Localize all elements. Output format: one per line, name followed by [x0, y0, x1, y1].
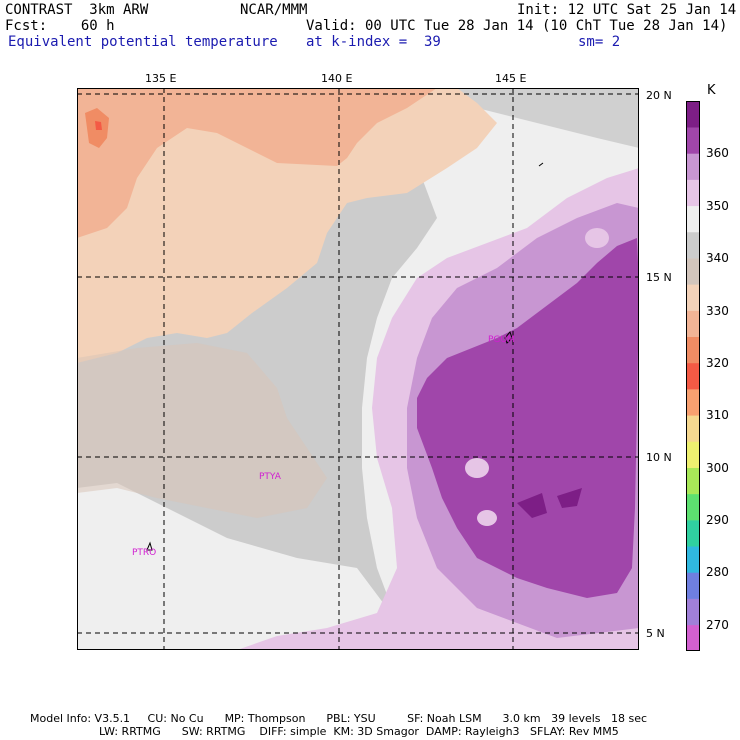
field-345-warm: [77, 88, 497, 363]
field-345-center: [77, 343, 327, 518]
valid-time: Valid: 00 UTC Tue 28 Jan 14 (10 ChT Tue …: [306, 18, 728, 34]
colorbar-swatch: [686, 389, 700, 416]
colorbar-swatch: [686, 336, 700, 364]
field-hole-1: [465, 458, 489, 478]
lon-label-140: 140 E: [321, 72, 353, 85]
colorbar-label: 270: [706, 617, 729, 632]
colorbar-swatch: [686, 467, 700, 495]
lat-label-15: 15 N: [646, 271, 672, 284]
init-time: Init: 12 UTC Sat 25 Jan 14: [517, 2, 737, 18]
colorbar-label: 340: [706, 251, 729, 266]
colorbar-swatch: [686, 101, 700, 128]
institution-label: NCAR/MMM: [240, 2, 308, 18]
station-ptya: PTYA: [259, 472, 282, 482]
lat-label-10: 10 N: [646, 451, 672, 464]
colorbar-swatch: [686, 415, 700, 442]
forecast-hour: Fcst: 60 h: [5, 18, 115, 34]
colorbar-label: 300: [706, 460, 729, 475]
colorbar-label: 310: [706, 408, 729, 423]
map-panel: PGUM PTYA PTRO: [77, 88, 639, 650]
lat-label-5: 5 N: [646, 627, 665, 640]
colorbar-swatch: [686, 310, 700, 338]
level-label: at k-index = 39: [306, 34, 441, 50]
lon-label-145: 145 E: [495, 72, 527, 85]
colorbar-unit: K: [707, 83, 716, 98]
smoothing-label: sm= 2: [578, 34, 621, 50]
colorbar-swatch: [686, 493, 700, 521]
colorbar-label: 280: [706, 565, 729, 580]
graticule: [77, 88, 639, 650]
field-330-red: [95, 121, 102, 130]
colorbar-swatch: [686, 127, 700, 154]
field-375-darkest: [517, 488, 582, 518]
field-340-peach: [77, 88, 437, 238]
model-info-line1: Model Info: V3.5.1 CU: No Cu MP: Thompso…: [30, 712, 648, 725]
colorbar-swatch: [686, 179, 700, 207]
field-350-upper-right: [457, 88, 639, 148]
colorbar-swatch: [686, 441, 700, 468]
colorbar-label: 320: [706, 355, 729, 370]
station-ptro: PTRO: [132, 548, 156, 558]
colorbar-label: 360: [706, 146, 729, 161]
colorbar-swatch: [686, 362, 700, 390]
colorbar-swatch: [686, 572, 700, 599]
field-370-deep-purple: [417, 238, 639, 598]
colorbar-swatch: [686, 546, 700, 573]
lat-label-20: 20 N: [646, 89, 672, 102]
model-info-line2: LW: RRTMG SW: RRTMG DIFF: simple KM: 3D …: [99, 725, 619, 738]
colorbar-swatch: [686, 520, 700, 547]
north-island: [538, 162, 544, 167]
field-name: Equivalent potential temperature: [8, 34, 278, 50]
colorbar-swatch: [686, 284, 700, 311]
island-outlines: [146, 162, 544, 551]
colorbar-label: 330: [706, 303, 729, 318]
map-frame: [77, 88, 639, 650]
lon-label-135: 135 E: [145, 72, 177, 85]
colorbar: [686, 101, 700, 651]
palau-island: [146, 541, 153, 551]
colorbar-label: 350: [706, 198, 729, 213]
colorbar-swatch: [686, 153, 700, 180]
station-pgum: PGUM: [488, 335, 515, 345]
colorbar-swatch: [686, 598, 700, 626]
guam-island: [504, 330, 513, 344]
colorbar-frame: [686, 101, 700, 651]
colorbar-swatch: [686, 205, 700, 233]
colorbar-swatch: [686, 231, 700, 259]
colorbar-label: 290: [706, 513, 729, 528]
model-title: CONTRAST 3km ARW: [5, 2, 149, 18]
field-355-bottom-left: [77, 483, 397, 650]
colorbar-swatch: [686, 258, 700, 285]
colorbar-swatch: [686, 624, 700, 651]
field-hole-2: [477, 510, 497, 526]
field-hole-3: [585, 228, 609, 248]
